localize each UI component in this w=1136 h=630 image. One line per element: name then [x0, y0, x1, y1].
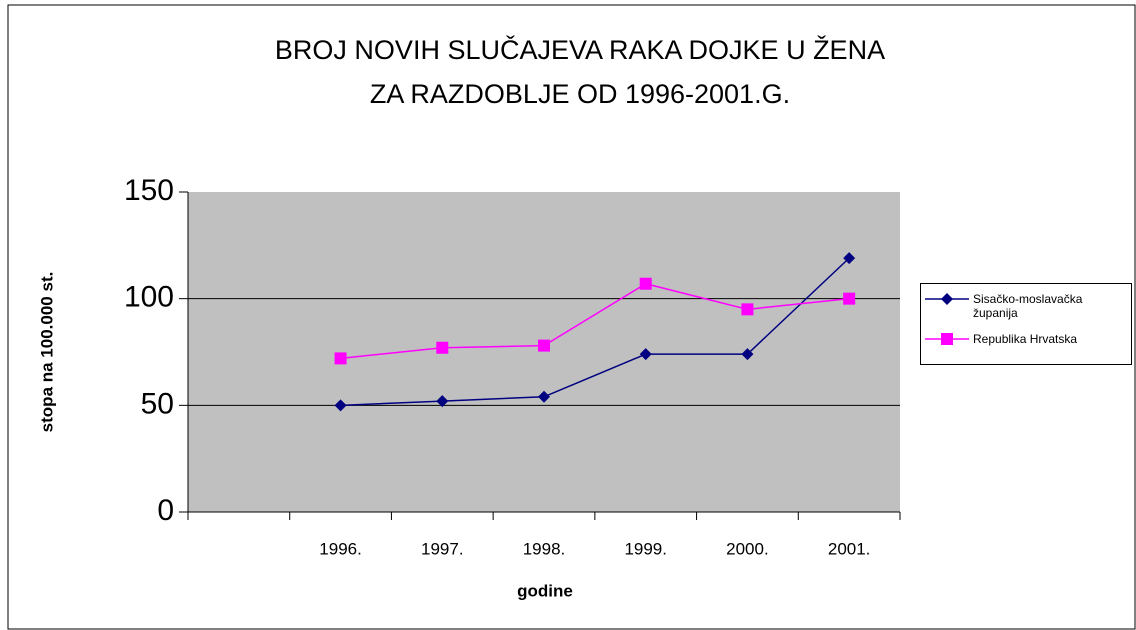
marker [639, 277, 652, 290]
x-tick-label: 1998. [523, 539, 566, 558]
marker [941, 293, 953, 305]
y-tick-label: 50 [141, 387, 174, 420]
y-tick-label: 100 [124, 281, 174, 314]
marker [741, 348, 754, 361]
y-tick-label: 150 [124, 174, 174, 207]
legend: Sisačko-moslavačka županija Republika Hrv… [920, 283, 1132, 365]
marker [538, 339, 550, 352]
series-line [340, 282, 850, 360]
x-tick-label: 2001. [828, 539, 871, 558]
legend-swatch [925, 333, 969, 345]
x-axis-label: godine [517, 581, 573, 600]
marker [334, 399, 347, 412]
marker [436, 395, 449, 408]
marker [741, 303, 754, 316]
x-tick-label: 1996. [319, 539, 362, 558]
x-tick-label: 1999. [624, 539, 667, 558]
chart-title: BROJ NOVIH SLUČAJEVA RAKA DOJKE U ŽENA [275, 34, 885, 65]
legend-label: Republika Hrvatska [973, 332, 1078, 346]
y-tick-label: 0 [157, 494, 174, 527]
y-axis-label: stopa na 100.000 st. [37, 272, 56, 433]
chart-title: ZA RAZDOBLJE OD 1996-2001.G. [370, 79, 790, 109]
marker [538, 390, 550, 403]
series-line [340, 257, 850, 407]
marker [436, 341, 449, 354]
marker [843, 292, 856, 305]
legend-label: Sisačko-moslavačka županija [973, 292, 1083, 320]
marker [941, 333, 953, 345]
marker [639, 348, 652, 361]
marker [334, 352, 347, 365]
legend-entry: Republika Hrvatska [925, 332, 1123, 346]
plot-area [188, 192, 900, 512]
legend-entry: Sisačko-moslavačka županija [925, 292, 1123, 320]
marker [843, 252, 856, 265]
x-tick-label: 1997. [421, 539, 464, 558]
legend-swatch [925, 293, 969, 305]
x-tick-label: 2000. [726, 539, 769, 558]
